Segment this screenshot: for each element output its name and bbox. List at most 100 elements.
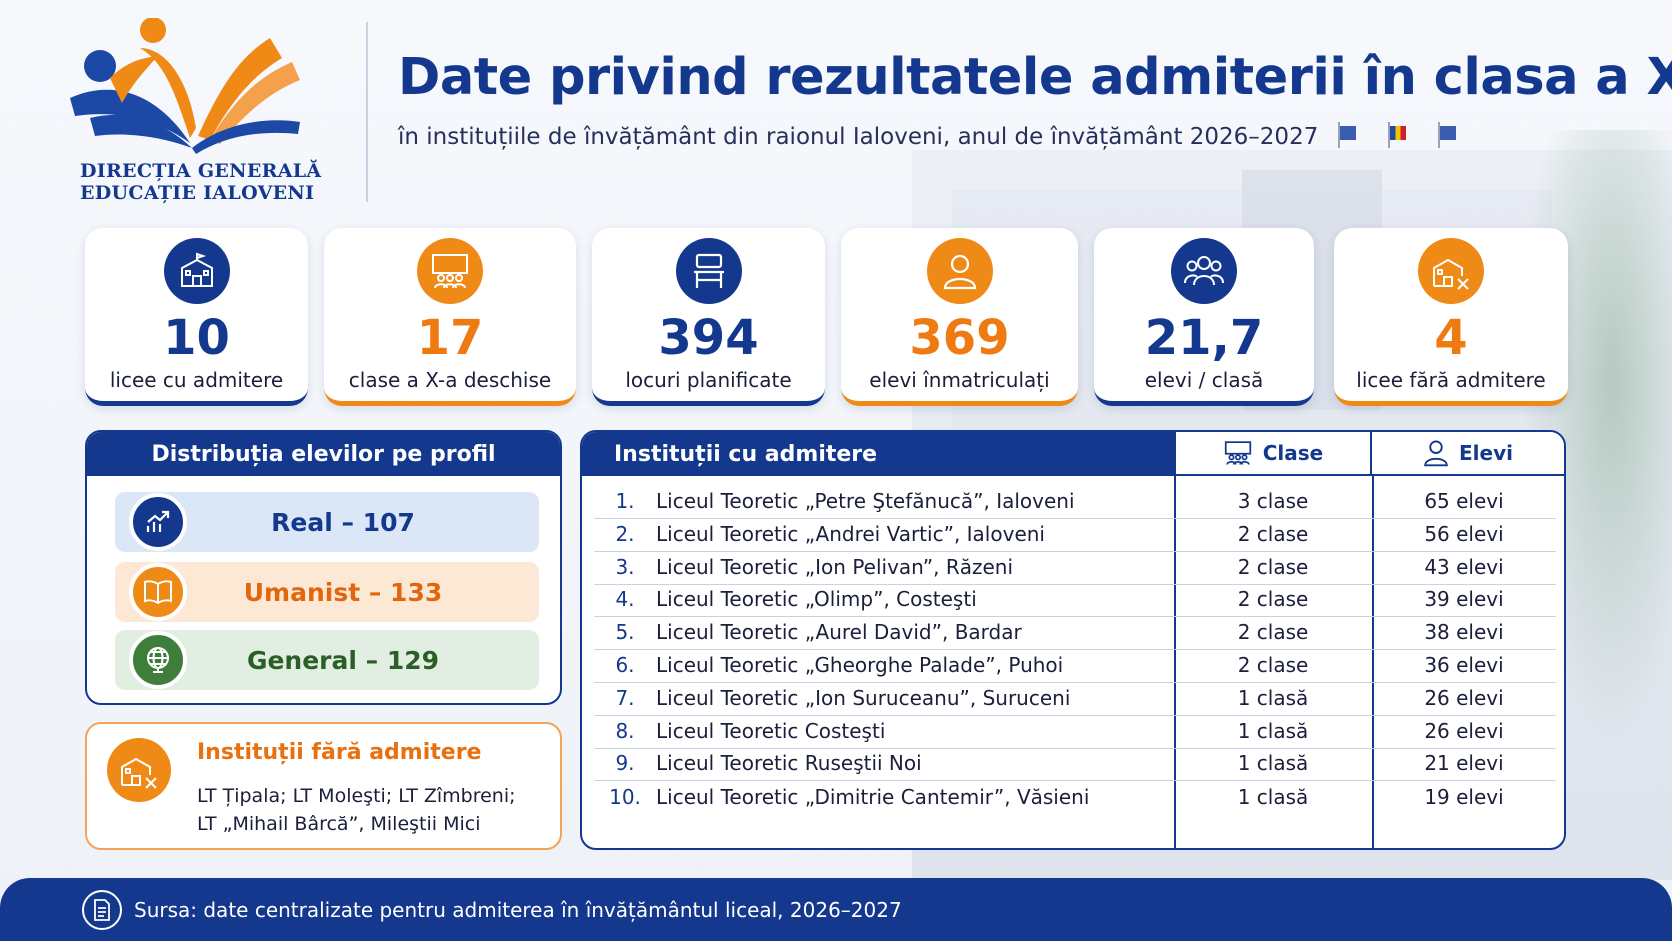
classes-count: 2 clase	[1237, 653, 1309, 677]
table-row: 3. Liceul Teoretic „Ion Pelivan”, Răzeni 2…	[594, 550, 1556, 585]
stat-card-enrolled: 369 elevi înmatriculați	[841, 228, 1078, 406]
students-count: 26 elevi	[1424, 718, 1504, 743]
institution-name: Liceul Teoretic „Ion Pelivan”, Răzeni	[656, 554, 1014, 579]
table-row: 9. Liceul Teoretic Ruseştii Noi 1 clasă 21 …	[594, 746, 1556, 782]
institution-name: Liceul Teoretic „Petre Ştefănucă”, Ialov…	[656, 489, 1075, 513]
stat-value: 10	[163, 310, 230, 366]
table-row: 10. Liceul Teoretic „Dimitrie Cantemir”, …	[594, 779, 1556, 814]
stat-card-no-admission: 4 licee fără admitere	[1334, 228, 1568, 406]
document-icon	[82, 889, 122, 930]
table-row: 2. Liceul Teoretic „Andrei Vartic”, Ialov…	[594, 517, 1556, 552]
stat-label: licee cu admitere	[109, 368, 284, 392]
institution-name: Liceul Teoretic „Ion Suruceanu”, Surucen…	[656, 685, 1071, 710]
institution-name: Liceul Teoretic „Dimitrie Cantemir”, Văs…	[656, 784, 1090, 809]
profile-label: Real – 107	[271, 507, 415, 537]
stat-label: clase a X-a deschise	[348, 368, 552, 392]
no-admission-line: LT Țipala; LT Moleşti; LT Zîmbreni;	[197, 785, 516, 807]
org-name-line2: EDUCAȚIE IALOVENI	[80, 182, 315, 204]
row-number: 8.	[615, 718, 635, 743]
institution-name: Liceul Teoretic „Andrei Vartic”, Ialoven…	[656, 521, 1045, 546]
stat-value: 4	[1434, 310, 1468, 366]
stat-label: licee fără admitere	[1356, 368, 1546, 392]
stat-card-per-class: 21,7 elevi / clasă	[1094, 228, 1314, 406]
stat-label: elevi înmatriculați	[869, 368, 1050, 392]
footer: Sursa: date centralizate pentru admitere…	[0, 878, 1672, 941]
school-x-icon	[1418, 238, 1484, 304]
column-divider	[1174, 476, 1176, 848]
header-divider	[366, 22, 368, 202]
institution-name: Liceul Teoretic Costeşti	[656, 718, 886, 743]
institution-name: Liceul Teoretic Ruseştii Noi	[656, 751, 922, 776]
stat-label: elevi / clasă	[1144, 368, 1264, 392]
students-count: 21 elevi	[1424, 751, 1504, 776]
students-count: 38 elevi	[1424, 620, 1504, 645]
stat-card-classes: 17 clase a X-a deschise	[324, 228, 576, 406]
classes-count: 2 clase	[1237, 587, 1309, 612]
column-divider	[1372, 476, 1374, 848]
school-icon	[163, 238, 230, 304]
no-admission-list: LT Țipala; LT Moleşti; LT Zîmbreni; LT „…	[197, 782, 516, 838]
column-header-students: Elevi	[1372, 432, 1564, 476]
row-number: 4.	[615, 587, 635, 612]
stat-label: locuri planificate	[625, 368, 792, 392]
desk-icon	[675, 238, 742, 304]
row-number: 9.	[615, 751, 635, 776]
row-number: 5.	[615, 620, 635, 645]
classes-count: 2 clase	[1237, 620, 1309, 645]
table-row: 4. Liceul Teoretic „Olimp”, Costeşti 2 cla…	[594, 582, 1556, 618]
classes-count: 1 clasă	[1237, 718, 1309, 743]
row-number: 6.	[615, 653, 635, 677]
chart-up-icon	[129, 493, 187, 551]
classes-count: 1 clasă	[1237, 751, 1309, 776]
row-number: 1.	[615, 489, 635, 513]
column-header-classes: Clase	[1174, 432, 1372, 476]
table-row: 5. Liceul Teoretic „Aurel David”, Bardar 2…	[594, 615, 1556, 651]
stat-value: 369	[909, 310, 1010, 366]
stat-value: 21,7	[1144, 310, 1264, 366]
classes-count: 1 clasă	[1237, 685, 1309, 710]
institution-name: Liceul Teoretic „Olimp”, Costeşti	[656, 587, 977, 612]
no-admission-line: LT „Mihail Bârcă”, Mileştii Mici	[197, 813, 481, 835]
institution-name: Liceul Teoretic „Gheorghe Palade”, Puhoi	[656, 653, 1064, 677]
no-admission-panel: Instituții fără admitere LT Țipala; LT M…	[85, 722, 562, 850]
profile-label: General – 129	[246, 645, 440, 675]
stat-value: 394	[658, 310, 759, 366]
org-name-line1: DIRECȚIA GENERALĂ	[80, 160, 322, 182]
group-icon	[1171, 238, 1237, 304]
stat-card-places: 394 locuri planificate	[592, 228, 825, 406]
column-header-label: Clase	[1262, 441, 1324, 465]
school-x-icon	[107, 738, 171, 802]
eu-flag-icon	[1338, 122, 1356, 148]
stat-card-schools: 10 licee cu admitere	[85, 228, 308, 406]
classes-count: 2 clase	[1237, 554, 1309, 579]
row-number: 7.	[615, 685, 635, 710]
students-count: 56 elevi	[1424, 521, 1504, 546]
students-count: 39 elevi	[1424, 587, 1504, 612]
globe-icon	[129, 631, 187, 689]
students-count: 43 elevi	[1424, 554, 1504, 579]
org-name: DIRECȚIA GENERALĂ EDUCAȚIE IALOVENI	[80, 160, 321, 204]
profile-row-umanist: Umanist – 133	[115, 562, 539, 622]
table-row: 8. Liceul Teoretic Costeşti 1 clasă 26 elev…	[594, 714, 1556, 749]
book-icon	[129, 563, 187, 621]
logo-icon	[70, 18, 300, 154]
classroom-icon	[417, 238, 483, 304]
row-number: 10.	[609, 784, 641, 809]
moldova-flag-icon	[1388, 122, 1406, 148]
table-row: 7. Liceul Teoretic „Ion Suruceanu”, Suruc…	[594, 681, 1556, 716]
row-number: 2.	[615, 521, 635, 546]
profile-label: Umanist – 133	[243, 577, 443, 607]
eu-flag-icon	[1438, 122, 1456, 148]
profile-panel-title: Distribuția elevilor pe profil	[87, 432, 560, 476]
classroom-icon	[1224, 441, 1251, 465]
profile-distribution-panel: Distribuția elevilor pe profil Real – 10…	[85, 430, 562, 705]
table-row: 1. Liceul Teoretic „Petre Ştefănucă”, Ial…	[594, 484, 1556, 519]
flags	[1338, 122, 1456, 148]
user-icon	[926, 238, 993, 304]
classes-count: 3 clase	[1237, 489, 1309, 513]
classes-count: 2 clase	[1237, 521, 1309, 546]
table-row: 6. Liceul Teoretic „Gheorghe Palade”, Puh…	[594, 648, 1556, 683]
table-title: Instituții cu admitere	[582, 432, 1174, 476]
classes-count: 1 clasă	[1237, 784, 1309, 809]
no-admission-title: Instituții fără admitere	[197, 740, 482, 765]
